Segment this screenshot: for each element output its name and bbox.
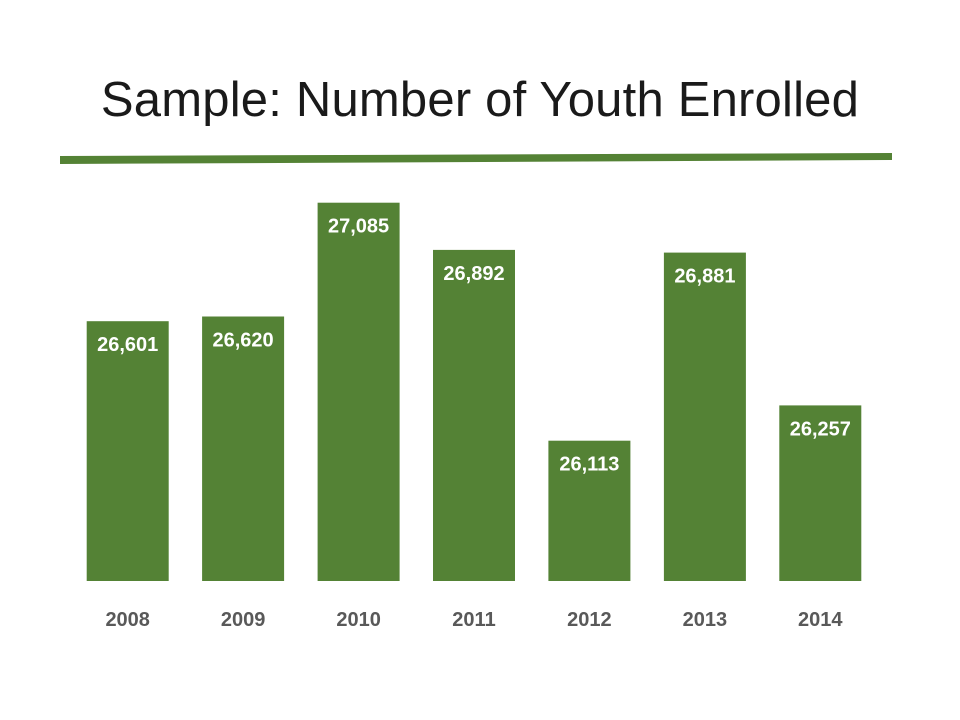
category-label-2014: 2014 <box>798 609 843 631</box>
category-label-2013: 2013 <box>683 609 728 631</box>
category-label-2011: 2011 <box>452 609 495 631</box>
bars <box>86 202 862 581</box>
bar-2012 <box>548 440 631 581</box>
bar-2010 <box>317 202 400 581</box>
bar-2008 <box>86 321 169 581</box>
data-label-2012: 26,113 <box>559 454 619 476</box>
data-labels: 26,601 26,620 27,085 26,892 26,113 26,881 26,2… <box>97 216 851 476</box>
bar-2011 <box>433 249 515 581</box>
slide-title: Sample: Number of Youth Enrolled <box>100 73 860 127</box>
bar-2009 <box>202 316 285 581</box>
data-label-2008: 26,601 <box>97 334 158 356</box>
category-label-2012: 2012 <box>567 609 612 631</box>
category-axis-labels: 2008 2009 2010 2011 2012 2013 2014 <box>105 609 843 631</box>
bar-2013 <box>663 252 746 581</box>
bar-2014 <box>779 405 862 581</box>
data-label-2013: 26,881 <box>674 266 735 288</box>
category-label-2009: 2009 <box>221 609 266 631</box>
category-label-2010: 2010 <box>336 609 381 631</box>
data-label-2009: 26,620 <box>213 330 274 352</box>
category-label-2008: 2008 <box>105 609 150 631</box>
data-label-2014: 26,257 <box>790 418 851 440</box>
data-label-2010: 27,085 <box>328 216 389 238</box>
data-label-2011: 26,892 <box>443 263 504 285</box>
